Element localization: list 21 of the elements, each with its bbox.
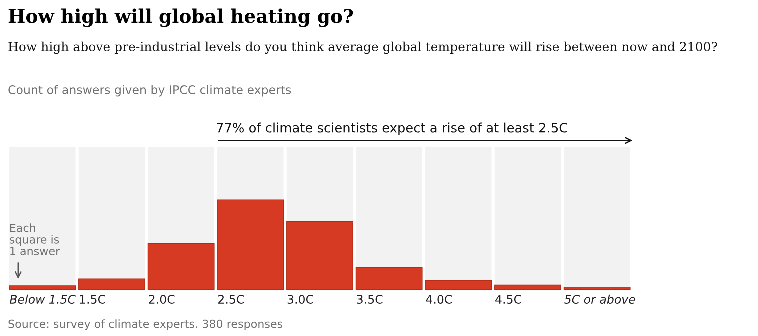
x-tick-label: 4.0C <box>426 295 452 304</box>
bar <box>564 286 631 290</box>
x-tick-label: 4.5C <box>496 295 522 304</box>
annotation: Each square is 1 answer <box>10 224 60 256</box>
x-tick-label: 1.5C <box>80 295 106 304</box>
bar <box>9 286 76 290</box>
bar <box>494 284 562 290</box>
x-tick-label: 3.5C <box>357 295 383 304</box>
chart-title: How high will global heating go? <box>8 8 354 28</box>
x-tick-label: Below 1.5C <box>10 294 76 304</box>
x-tick-label: 2.5C <box>218 295 244 304</box>
x-tick-label: 5C or above <box>564 294 636 304</box>
bar <box>356 267 423 290</box>
text: Count of answers given by IPCC climate experts <box>8 85 292 97</box>
text: 77% of climate scientists expect a rise of at least 2.5C <box>217 122 568 136</box>
chart-subtitle: How high above pre-industrial levels do you think average global temperature will rise between now and 2100? <box>8 42 718 54</box>
source-note: Source: survey of climate experts. 380 responses <box>8 320 283 330</box>
x-tick-label: 2.0C <box>149 295 175 304</box>
x-tick-label: 3.0C <box>288 295 314 304</box>
bar <box>78 278 146 290</box>
bar <box>425 280 492 290</box>
